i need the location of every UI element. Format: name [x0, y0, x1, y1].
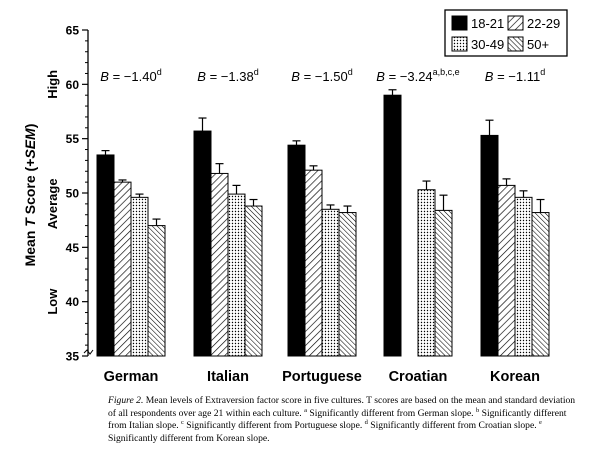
axis-break-mark [83, 349, 94, 355]
slope-annotation: B = −3.24a,b,c,e [376, 67, 459, 84]
bar [304, 169, 323, 357]
caption-note-d: d Significantly different from Croatian … [364, 419, 540, 432]
x-category-label: Italian [207, 369, 249, 385]
y-axis-title: Mean T Score (+SEM) [22, 124, 38, 267]
legend-label: 22-29 [527, 16, 560, 31]
legend-label: 50+ [527, 37, 549, 52]
caption-note-b: b Significantly different from Italian s… [108, 406, 567, 432]
bar [147, 225, 166, 357]
x-category-label: German [104, 369, 159, 385]
bar [514, 196, 533, 357]
y-tick-label: 40 [66, 295, 80, 309]
bars [96, 89, 550, 357]
bar [96, 154, 115, 357]
slope-annotation: B = −1.50d [291, 67, 352, 84]
bar [287, 144, 306, 357]
bar [480, 134, 499, 357]
bar [338, 212, 357, 357]
y-tick-label: 65 [66, 24, 80, 38]
slope-annotations: B = −1.40d B = −1.38d B = −1.50d B = −3.24a… [100, 67, 545, 84]
bar [113, 181, 132, 357]
bar [434, 209, 453, 357]
bar [130, 196, 149, 357]
y-axis-title-part: Mean [22, 227, 38, 267]
bar [321, 208, 340, 357]
x-category-label: Croatian [389, 369, 448, 385]
caption-note-a: a Significantly different from German sl… [304, 406, 476, 419]
slope-annotation: B = −1.38d [197, 67, 258, 84]
legend-swatch [507, 36, 524, 52]
legend-swatch [451, 15, 468, 31]
bar [531, 212, 550, 357]
legend-swatch [507, 15, 524, 31]
figure-caption: Figure 2. Mean levels of Extraversion fa… [108, 395, 578, 445]
x-axis-labels: German Italian Portuguese Croatian Korean [104, 369, 540, 385]
x-category-label: Portuguese [282, 369, 362, 385]
y-axis-title-part: T [22, 217, 38, 227]
y-tick-label: 50 [66, 187, 80, 201]
caption-note-c: c Significantly different from Portugues… [181, 419, 365, 432]
bar [244, 205, 263, 357]
legend: 18-21 22-29 30-49 50+ [444, 9, 568, 57]
bar [497, 184, 516, 357]
y-axis-title-group: Mean T Score (+SEM) [22, 124, 38, 267]
slope-annotation: B = −1.40d [100, 67, 161, 84]
slope-annotation: B = −1.11d [485, 67, 545, 84]
level-labels: High Average Low [45, 70, 60, 315]
bar [383, 94, 402, 357]
y-tick-label: 55 [66, 132, 80, 146]
legend-label: 18-21 [471, 16, 504, 31]
bar [210, 172, 229, 357]
bar [193, 130, 212, 357]
bar [417, 189, 436, 357]
y-tick-label: 35 [66, 350, 80, 364]
bar [227, 193, 246, 357]
y-tick-label: 60 [66, 78, 80, 92]
y-axis-title-part: SEM [22, 128, 38, 159]
caption-label: Figure 2. [108, 395, 144, 406]
level-label: High [45, 70, 60, 99]
y-axis-title-part: Score (+ [22, 159, 38, 219]
caption-text: Mean levels of Extraversion factor score… [108, 395, 576, 419]
y-axis: 35 40 45 50 55 60 65 [66, 24, 94, 364]
level-label: Low [45, 288, 60, 315]
caption-note-e: e Significantly different from Korean sl… [108, 419, 542, 444]
legend-label: 30-49 [471, 37, 504, 52]
level-label: Average [45, 178, 60, 229]
legend-swatch [451, 36, 468, 52]
y-tick-label: 45 [66, 241, 80, 255]
x-category-label: Korean [490, 369, 540, 385]
y-axis-title-part: ) [22, 124, 38, 129]
extraversion-bar-chart: Mean T Score (+SEM) High Average Low 35 40 4… [22, 9, 568, 385]
